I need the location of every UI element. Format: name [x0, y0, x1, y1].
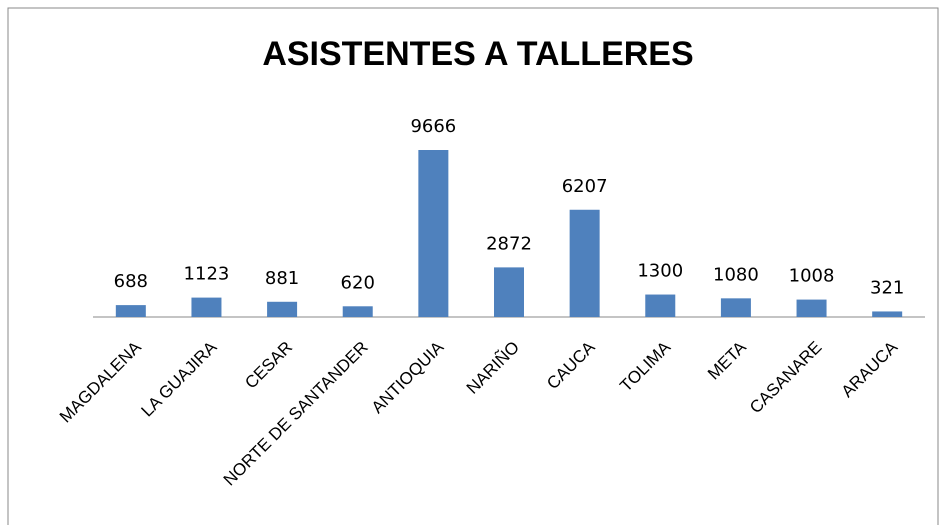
- data-label: 1080: [713, 264, 759, 285]
- bar: [191, 297, 222, 317]
- data-label: 1008: [789, 266, 835, 287]
- bar: [796, 299, 827, 317]
- data-label: 688: [114, 271, 148, 292]
- data-label: 620: [341, 272, 375, 293]
- bar: [872, 311, 903, 317]
- data-label: 2872: [486, 233, 532, 254]
- data-label: 1300: [637, 261, 683, 282]
- bar: [569, 209, 600, 317]
- data-label: 1123: [184, 264, 230, 285]
- bar: [494, 267, 524, 317]
- bar: [267, 301, 298, 317]
- chart-title: ASISTENTES A TALLERES: [262, 35, 693, 73]
- bar: [115, 305, 146, 317]
- bar: [720, 298, 751, 317]
- chart-frame: [7, 7, 939, 525]
- bar: [342, 306, 373, 317]
- data-label: 6207: [562, 176, 608, 197]
- data-label: 321: [870, 277, 904, 298]
- bar: [418, 150, 449, 317]
- bar: [645, 294, 676, 317]
- data-label: 9666: [410, 116, 456, 137]
- data-label: 881: [265, 268, 299, 289]
